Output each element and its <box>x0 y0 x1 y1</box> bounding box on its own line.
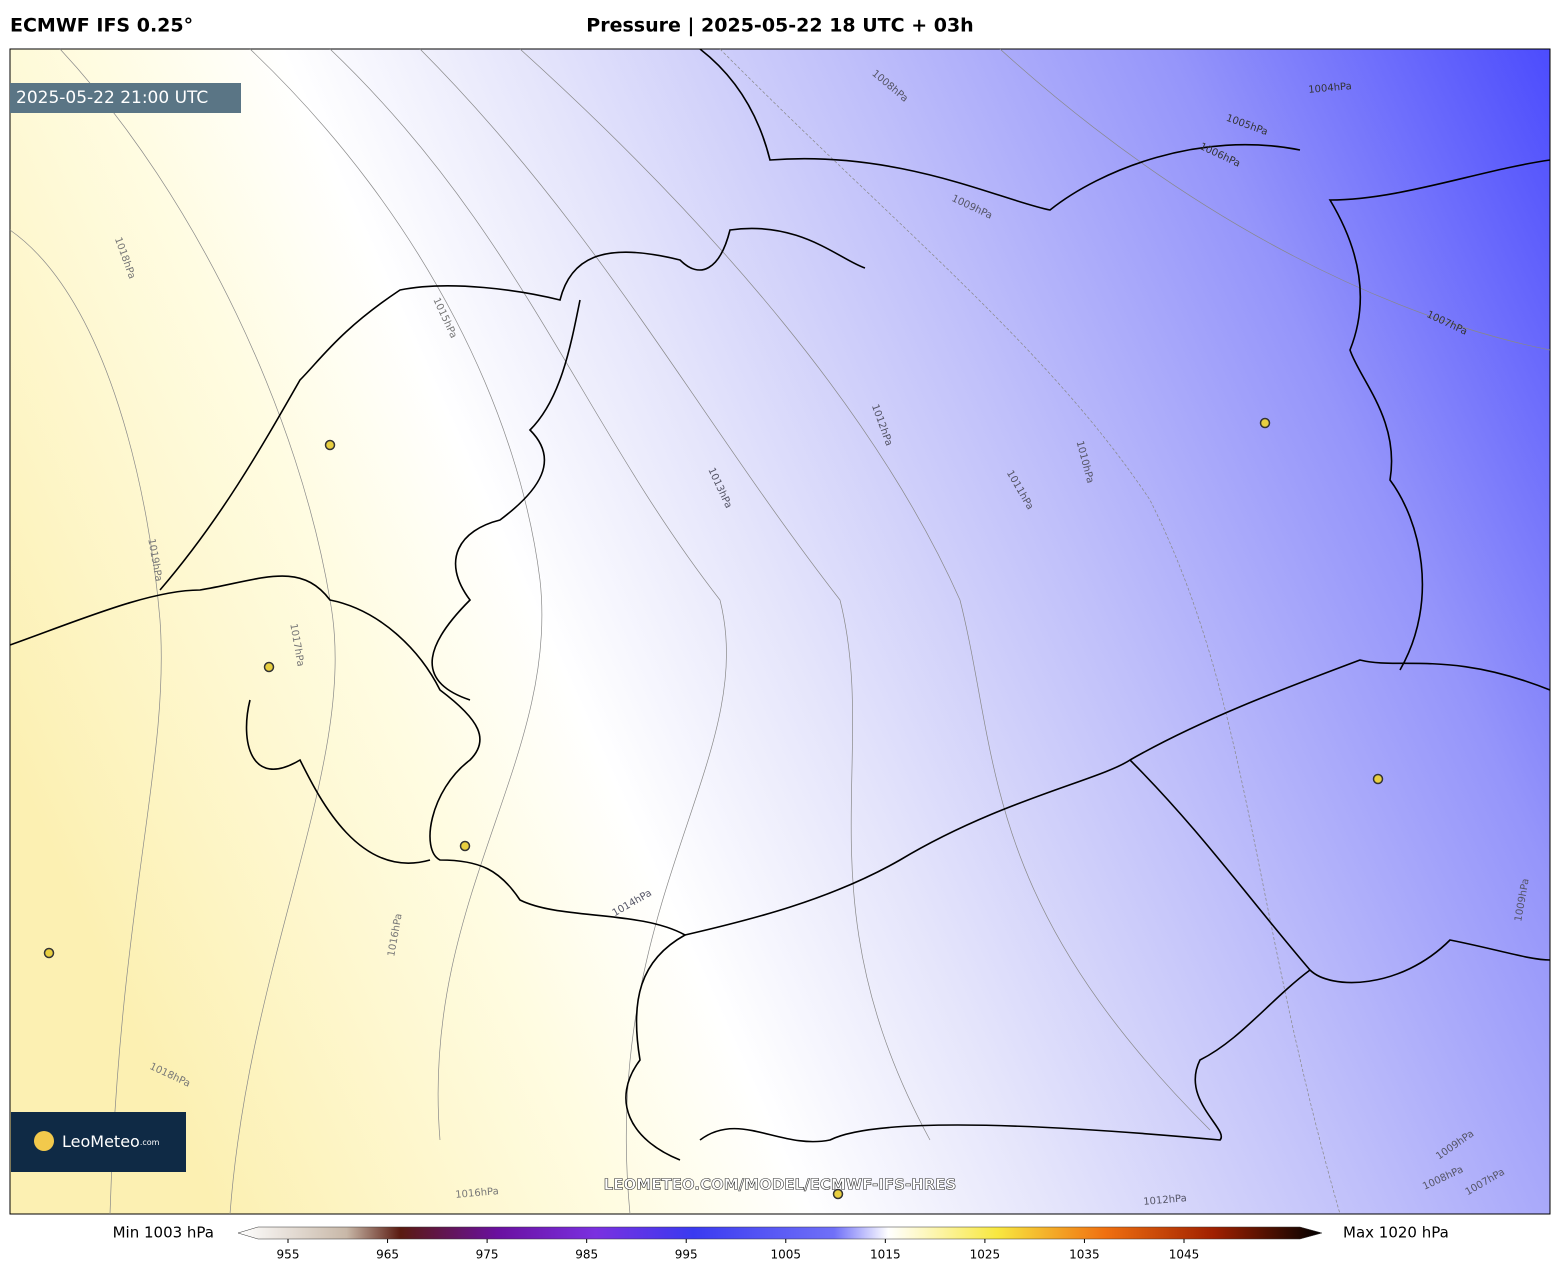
map: 1018hPa1019hPa1017hPa1016hPa1018hPa1016h… <box>9 48 1551 1215</box>
isobars <box>9 48 1551 1215</box>
colorbar-tick-label: 995 <box>675 1248 698 1262</box>
colorbar-tick-label: 1005 <box>771 1248 802 1262</box>
min-label: Min 1003 hPa <box>113 1224 214 1242</box>
city-markers <box>43 417 1384 1200</box>
colorbar: Min 1003 hPa Max 1020 hPa 955 965 975 985 99… <box>113 1224 1449 1262</box>
logo-text: LeoMeteo.com <box>62 1132 160 1151</box>
valid-time: 2025-05-22 21:00 UTC <box>16 88 208 108</box>
colorbar-bar <box>237 1226 1323 1240</box>
model-title: ECMWF IFS 0.25° <box>10 15 193 37</box>
contour-label: 1004hPa <box>1308 81 1352 96</box>
contour-label: 1012hPa <box>1143 1193 1187 1208</box>
logo-suffix: .com <box>140 1138 160 1147</box>
colorbar-tick-label: 975 <box>476 1248 499 1262</box>
watermark: LEOMETEO.COM/MODEL/ECMWF-IFS-HRES <box>604 1176 957 1194</box>
colorbar-ticks: 955 965 975 985 995 1005 1015 1025 1035 1045 <box>277 1239 1200 1262</box>
title: Pressure | 2025-05-22 18 UTC + 03h <box>586 15 973 37</box>
contour-label: 1016hPa <box>455 1186 499 1201</box>
coastlines <box>9 48 1551 1161</box>
colorbar-tick-label: 1045 <box>1169 1248 1200 1262</box>
colorbar-tick-label: 1015 <box>870 1248 901 1262</box>
colorbar-tick-label: 1025 <box>970 1248 1001 1262</box>
colorbar-tick-label: 1035 <box>1069 1248 1100 1262</box>
colorbar-tick-label: 955 <box>277 1248 300 1262</box>
colorbar-tick-label: 985 <box>575 1248 598 1262</box>
time-box <box>10 83 241 113</box>
map-frame <box>9 48 1551 1215</box>
logo-sun <box>34 1131 54 1151</box>
logo-name: LeoMeteo <box>62 1132 140 1151</box>
colorbar-tick-label: 965 <box>376 1248 399 1262</box>
max-label: Max 1020 hPa <box>1343 1224 1449 1242</box>
